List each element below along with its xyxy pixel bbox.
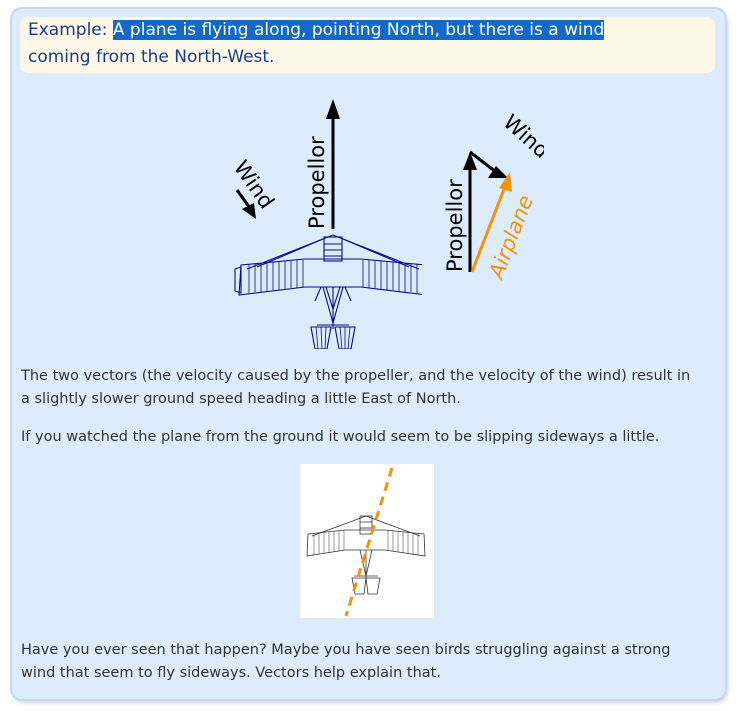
propellor-vector [463,152,477,272]
wind-vector [469,150,508,178]
propellor-label: Propellor [305,136,329,229]
example-line-1: Example: A plane is flying along, pointi… [28,17,605,44]
plane-drawing [234,234,422,349]
wind-arrow [235,189,256,219]
vector-triangle-diagram: Propellor Wind Airplane [443,110,544,284]
example-continued-text: coming from the North-West. [28,47,275,67]
paragraph-slipping: If you watched the plane from the ground… [21,429,660,445]
airplane-vector [470,172,512,273]
plane-vector-diagram: Wind Propellor [229,99,422,349]
paragraph-vectors-result: The two vectors (the velocity caused by … [21,365,711,411]
example-box: Example: A plane is flying along, pointi… [20,17,715,73]
paragraph-3-line-2: wind that seem to fly sideways. Vectors … [21,665,441,681]
wind-vector-label: Wind [499,110,544,163]
ground-track-line [344,467,394,617]
sideways-plane-image [300,464,434,618]
airplane-vector-label: Airplane [484,192,538,284]
paragraph-birds: Have you ever seen that happen? Maybe yo… [21,639,711,685]
example-label: Example: [28,20,108,40]
wind-label: Wind [229,156,279,213]
propellor-vector-label: Propellor [443,179,467,272]
paragraph-1-line-1: The two vectors (the velocity caused by … [21,368,691,384]
example-highlighted-text: A plane is flying along, pointing North,… [112,20,605,40]
paragraph-1-line-2: a slightly slower ground speed heading a… [21,391,461,407]
paragraph-3-line-1: Have you ever seen that happen? Maybe yo… [21,642,671,658]
example-panel: Example: A plane is flying along, pointi… [12,9,725,699]
propellor-arrow [326,99,340,229]
